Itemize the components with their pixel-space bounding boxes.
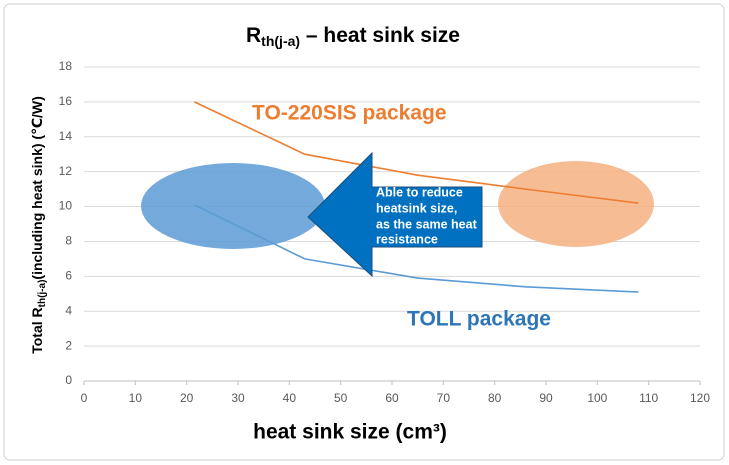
y-tick-label: 6 xyxy=(65,269,72,283)
y-tick-label: 4 xyxy=(65,303,72,317)
annotation-line: heatsink size, xyxy=(376,201,457,215)
y-label-main: Total R xyxy=(29,307,45,353)
y-tick-label: 18 xyxy=(59,59,73,73)
y-tick-label: 2 xyxy=(65,338,72,352)
annotation-line: Able to reduce xyxy=(376,185,463,199)
highlight-ellipse xyxy=(141,163,325,249)
annotation-line: resistance xyxy=(376,232,438,246)
x-tick-label: 70 xyxy=(437,391,451,405)
x-tick-label: 80 xyxy=(488,391,502,405)
x-tick-label: 20 xyxy=(180,391,194,405)
y-tick-label: 14 xyxy=(59,129,73,143)
x-tick-label: 60 xyxy=(385,391,399,405)
title-rest: – heat sink size xyxy=(300,24,460,47)
x-tick-label: 0 xyxy=(81,391,88,405)
series-label: TO-220SIS package xyxy=(252,102,447,125)
series-line xyxy=(194,101,639,204)
x-tick-label: 110 xyxy=(639,391,658,405)
x-tick-label: 100 xyxy=(587,391,607,405)
series-line xyxy=(194,204,639,293)
y-tick-label: 12 xyxy=(59,164,73,178)
x-tick-label: 120 xyxy=(690,391,710,405)
x-tick-label: 50 xyxy=(334,391,348,405)
y-axis-label: Total Rth(j-a)(including heat sink) (℃/W… xyxy=(29,96,48,354)
arrow xyxy=(307,151,483,278)
y-tick-label: 10 xyxy=(59,199,73,213)
chart-title: Rth(j-a) – heat sink size xyxy=(246,24,460,49)
series-label: TOLL package xyxy=(407,308,551,331)
title-main: R xyxy=(246,24,261,47)
x-tick-label: 40 xyxy=(283,391,297,405)
lines xyxy=(194,101,639,293)
x-axis-label: heat sink size (cm³) xyxy=(253,421,447,444)
title-sub: th(j-a) xyxy=(261,33,300,49)
x-tick-label: 30 xyxy=(231,391,245,405)
y-tick-label: 8 xyxy=(65,234,72,248)
x-tick-label: 90 xyxy=(539,391,553,405)
y-label-sub: th(j-a) xyxy=(37,280,48,308)
y-tick-label: 0 xyxy=(65,373,72,387)
x-tick-label: 10 xyxy=(129,391,143,405)
y-label-rest: (including heat sink) (℃/W) xyxy=(29,96,45,279)
annotation-line: as the same heat xyxy=(376,217,478,231)
y-tick-label: 16 xyxy=(59,94,73,108)
highlight-ellipse xyxy=(498,161,654,247)
